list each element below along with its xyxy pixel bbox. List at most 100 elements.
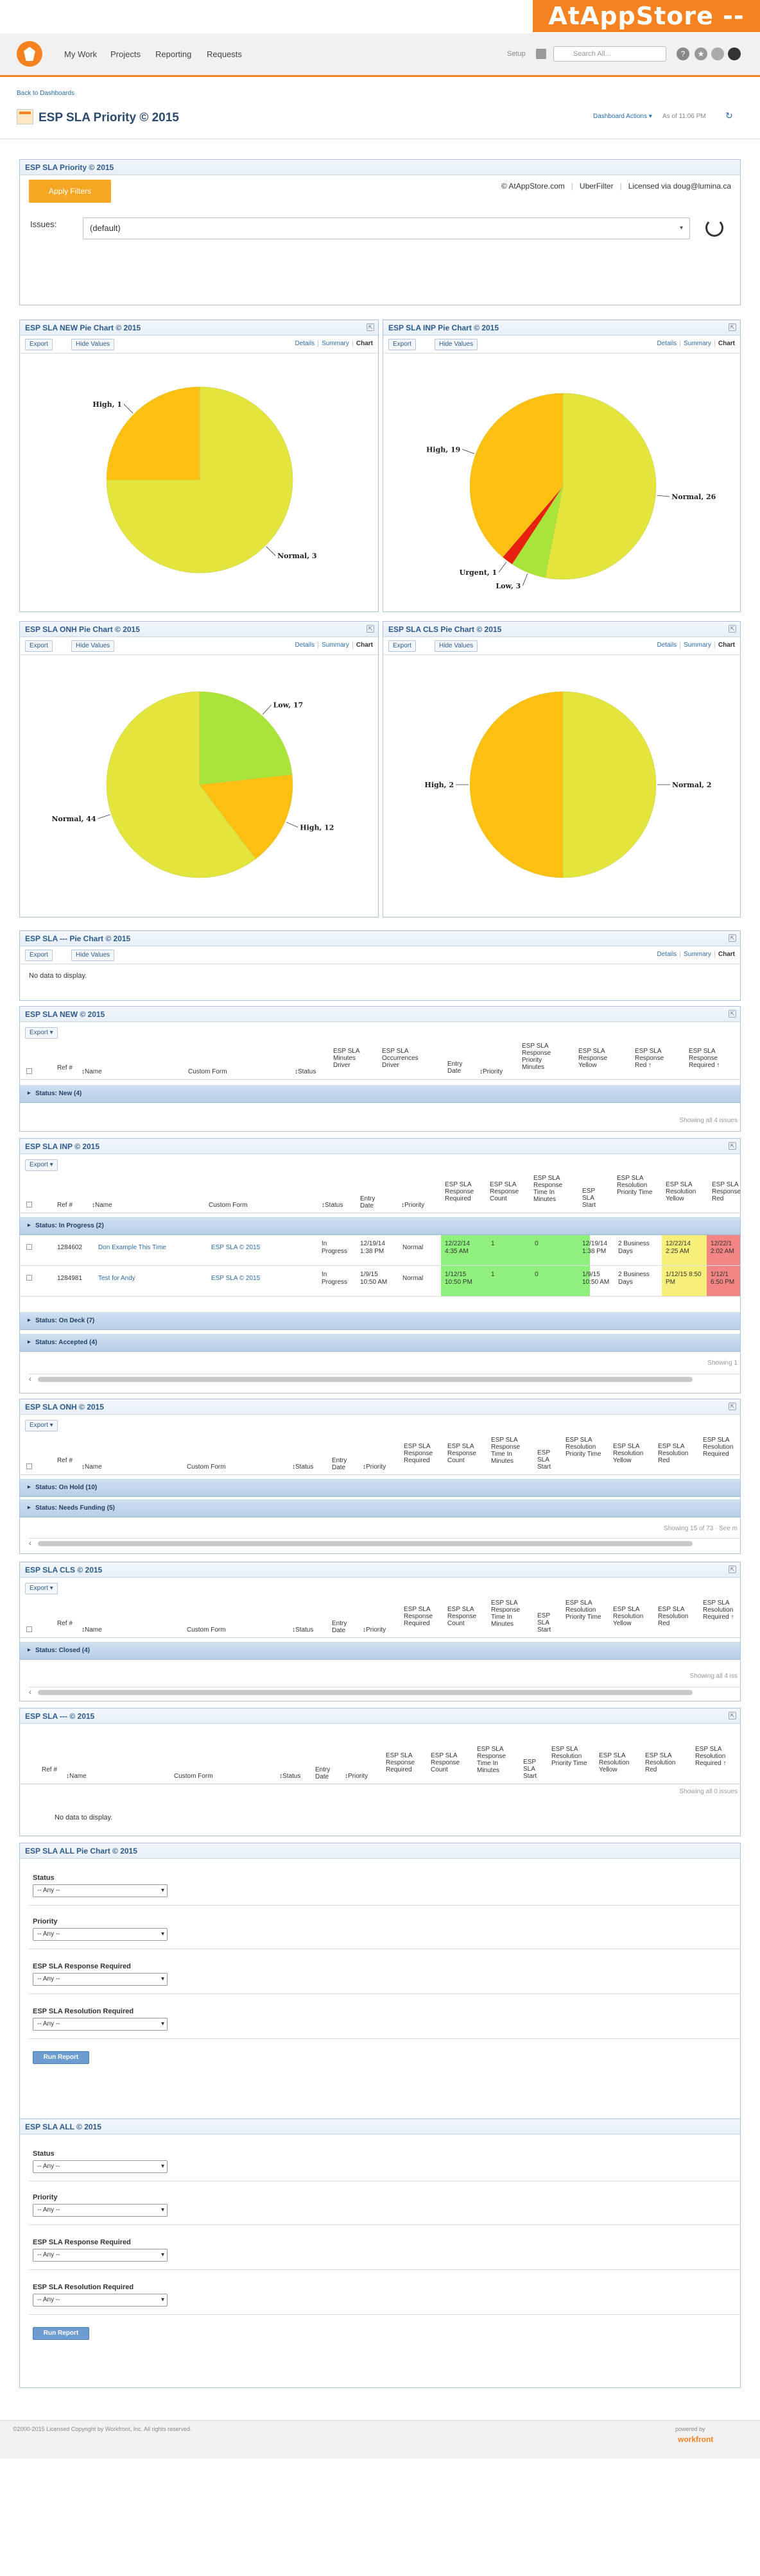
- col-response-count[interactable]: ESP SLA Response Count: [431, 1752, 460, 1773]
- col-name[interactable]: ↕Name: [66, 1773, 87, 1780]
- resolution-required-select[interactable]: -- Any --: [33, 2294, 168, 2307]
- table-row[interactable]: 1284602 Don Example This Time ESP SLA © …: [20, 1235, 740, 1266]
- col-name[interactable]: ↕Name: [82, 1068, 102, 1075]
- col-custom-form[interactable]: Custom Form: [174, 1773, 213, 1780]
- pie-slice-high[interactable]: [469, 691, 564, 878]
- col-sla-start[interactable]: ESP SLA Start: [523, 1759, 537, 1780]
- back-to-dashboards-link[interactable]: Back to Dashboards: [17, 90, 75, 97]
- scroll-thumb[interactable]: [38, 1377, 693, 1382]
- col-ref[interactable]: Ref #: [42, 1766, 57, 1773]
- group-row-on-hold[interactable]: Status: On Hold (10): [20, 1479, 740, 1497]
- workfront-footer-logo[interactable]: workfront: [678, 2435, 714, 2444]
- group-row-needs-funding[interactable]: Status: Needs Funding (5): [20, 1499, 740, 1517]
- col-custom-form[interactable]: Custom Form: [187, 1463, 226, 1471]
- tab-details[interactable]: Details: [295, 340, 315, 347]
- col-resolution-red[interactable]: ESP SLA Resolution Red: [658, 1443, 689, 1464]
- tab-details[interactable]: Details: [657, 951, 677, 958]
- pie-slice-high[interactable]: [469, 393, 564, 558]
- col-resolution-yellow[interactable]: ESP SLA Resolution Yellow: [613, 1606, 644, 1627]
- col-minutes-driver[interactable]: ESP SLA Minutes Driver: [333, 1048, 359, 1069]
- hide-values-button[interactable]: Hide Values: [71, 950, 115, 961]
- setup-gear-icon[interactable]: [536, 49, 546, 59]
- col-response-required[interactable]: ESP SLA Response Required ↑: [689, 1048, 720, 1069]
- col-response-red[interactable]: ESP SLA Response Red ↑: [635, 1048, 664, 1069]
- pie-slice-low[interactable]: [199, 691, 293, 785]
- scroll-thumb[interactable]: [38, 1541, 693, 1546]
- scroll-left-icon[interactable]: ‹: [29, 1687, 31, 1696]
- col-response-time-minutes[interactable]: ESP SLA Response Time In Minutes: [477, 1746, 506, 1774]
- notifications-icon[interactable]: [711, 47, 724, 60]
- col-resolution-priority-time[interactable]: ESP SLA Resolution Priority Time: [617, 1175, 653, 1196]
- star-icon[interactable]: ★: [695, 47, 707, 60]
- nav-reporting[interactable]: Reporting: [155, 49, 192, 59]
- issues-select[interactable]: (default): [83, 218, 690, 239]
- col-priority[interactable]: ↕Priority: [363, 1463, 386, 1471]
- col-response-time-minutes[interactable]: ESP SLA Response Time In Minutes: [491, 1599, 521, 1628]
- col-resolution-yellow[interactable]: ESP SLA Resolution Yellow: [613, 1443, 644, 1464]
- col-response-required[interactable]: ESP SLA Response Required: [445, 1181, 474, 1202]
- tab-summary[interactable]: Summary: [318, 642, 349, 649]
- status-select[interactable]: -- Any --: [33, 2160, 168, 2173]
- panel-menu-icon[interactable]: ⇱: [367, 625, 374, 633]
- pie-slice-high[interactable]: [199, 774, 293, 860]
- refresh-icon[interactable]: ↻: [725, 110, 733, 121]
- col-entry-date[interactable]: Entry Date: [315, 1766, 331, 1780]
- col-ref[interactable]: Ref #: [57, 1457, 73, 1464]
- apply-filters-button[interactable]: Apply Filters: [29, 180, 111, 203]
- col-entry-date[interactable]: Entry Date: [332, 1457, 347, 1471]
- cell-form-link[interactable]: ESP SLA © 2015: [211, 1244, 261, 1251]
- horizontal-scrollbar[interactable]: ‹›: [29, 1538, 740, 1548]
- resolution-required-select[interactable]: -- Any --: [33, 2018, 168, 2031]
- col-name[interactable]: ↕Name: [82, 1463, 102, 1471]
- pie-slice-normal[interactable]: [544, 393, 657, 580]
- col-status[interactable]: ↕Status: [292, 1463, 314, 1471]
- group-row-in-progress[interactable]: Status: In Progress (2): [20, 1217, 740, 1235]
- table-row[interactable]: 1284981 Test for Andy ESP SLA © 2015 In …: [20, 1266, 740, 1297]
- status-select[interactable]: -- Any --: [33, 1884, 168, 1897]
- col-entry-date[interactable]: Entry Date: [360, 1195, 376, 1209]
- select-all-checkbox[interactable]: [26, 1626, 32, 1632]
- horizontal-scrollbar[interactable]: ‹›: [29, 1687, 740, 1697]
- export-button[interactable]: Export ▾: [25, 1583, 58, 1594]
- col-response-required[interactable]: ESP SLA Response Required: [404, 1606, 433, 1627]
- panel-menu-icon[interactable]: ⇱: [729, 1565, 736, 1573]
- col-response-red[interactable]: ESP SLA Response Red: [712, 1181, 741, 1202]
- col-priority[interactable]: ↕Priority: [363, 1626, 386, 1633]
- pie-slice-high[interactable]: [106, 386, 200, 481]
- col-sla-start[interactable]: ESP SLA Start: [537, 1449, 551, 1471]
- tab-summary[interactable]: Summary: [318, 340, 349, 347]
- panel-menu-icon[interactable]: ⇱: [367, 323, 374, 331]
- col-status[interactable]: ↕Status: [322, 1202, 343, 1209]
- help-icon[interactable]: ?: [677, 47, 689, 60]
- cell-name-link[interactable]: Test for Andy: [98, 1275, 135, 1282]
- hide-values-button[interactable]: Hide Values: [435, 339, 478, 350]
- tab-details[interactable]: Details: [657, 340, 677, 347]
- response-required-select[interactable]: -- Any --: [33, 1973, 168, 1986]
- col-priority[interactable]: ↕Priority: [479, 1068, 503, 1075]
- panel-menu-icon[interactable]: ⇱: [729, 1712, 736, 1719]
- col-name[interactable]: ↕Name: [82, 1626, 102, 1633]
- nav-requests[interactable]: Requests: [207, 49, 242, 59]
- export-button[interactable]: Export: [388, 339, 416, 350]
- col-status[interactable]: ↕Status: [292, 1626, 314, 1633]
- cell-name-link[interactable]: Don Example This Time: [98, 1244, 166, 1251]
- col-resolution-yellow[interactable]: ESP SLA Resolution Yellow: [666, 1181, 696, 1202]
- col-resolution-red[interactable]: ESP SLA Resolution Red: [658, 1606, 689, 1627]
- tab-chart[interactable]: Chart: [714, 340, 735, 347]
- row-checkbox[interactable]: [26, 1244, 32, 1250]
- nav-projects[interactable]: Projects: [110, 49, 141, 59]
- group-row-new[interactable]: Status: New (4): [20, 1085, 740, 1103]
- col-occurrences-driver[interactable]: ESP SLA Occurrences Driver: [382, 1048, 419, 1069]
- priority-select[interactable]: -- Any --: [33, 1928, 168, 1941]
- col-ref[interactable]: Ref #: [57, 1064, 73, 1071]
- hide-values-button[interactable]: Hide Values: [71, 339, 115, 350]
- scroll-left-icon[interactable]: ‹: [29, 1539, 31, 1548]
- dashboard-actions-menu[interactable]: Dashboard Actions ▾: [593, 113, 652, 120]
- priority-select[interactable]: -- Any --: [33, 2204, 168, 2217]
- col-status[interactable]: ↕Status: [279, 1773, 301, 1780]
- panel-menu-icon[interactable]: ⇱: [729, 1403, 736, 1410]
- col-response-count[interactable]: ESP SLA Response Count: [447, 1606, 477, 1627]
- group-row-on-deck[interactable]: Status: On Deck (7): [20, 1312, 740, 1330]
- col-resolution-red[interactable]: ESP SLA Resolution Red: [645, 1752, 676, 1773]
- response-required-select[interactable]: -- Any --: [33, 2249, 168, 2262]
